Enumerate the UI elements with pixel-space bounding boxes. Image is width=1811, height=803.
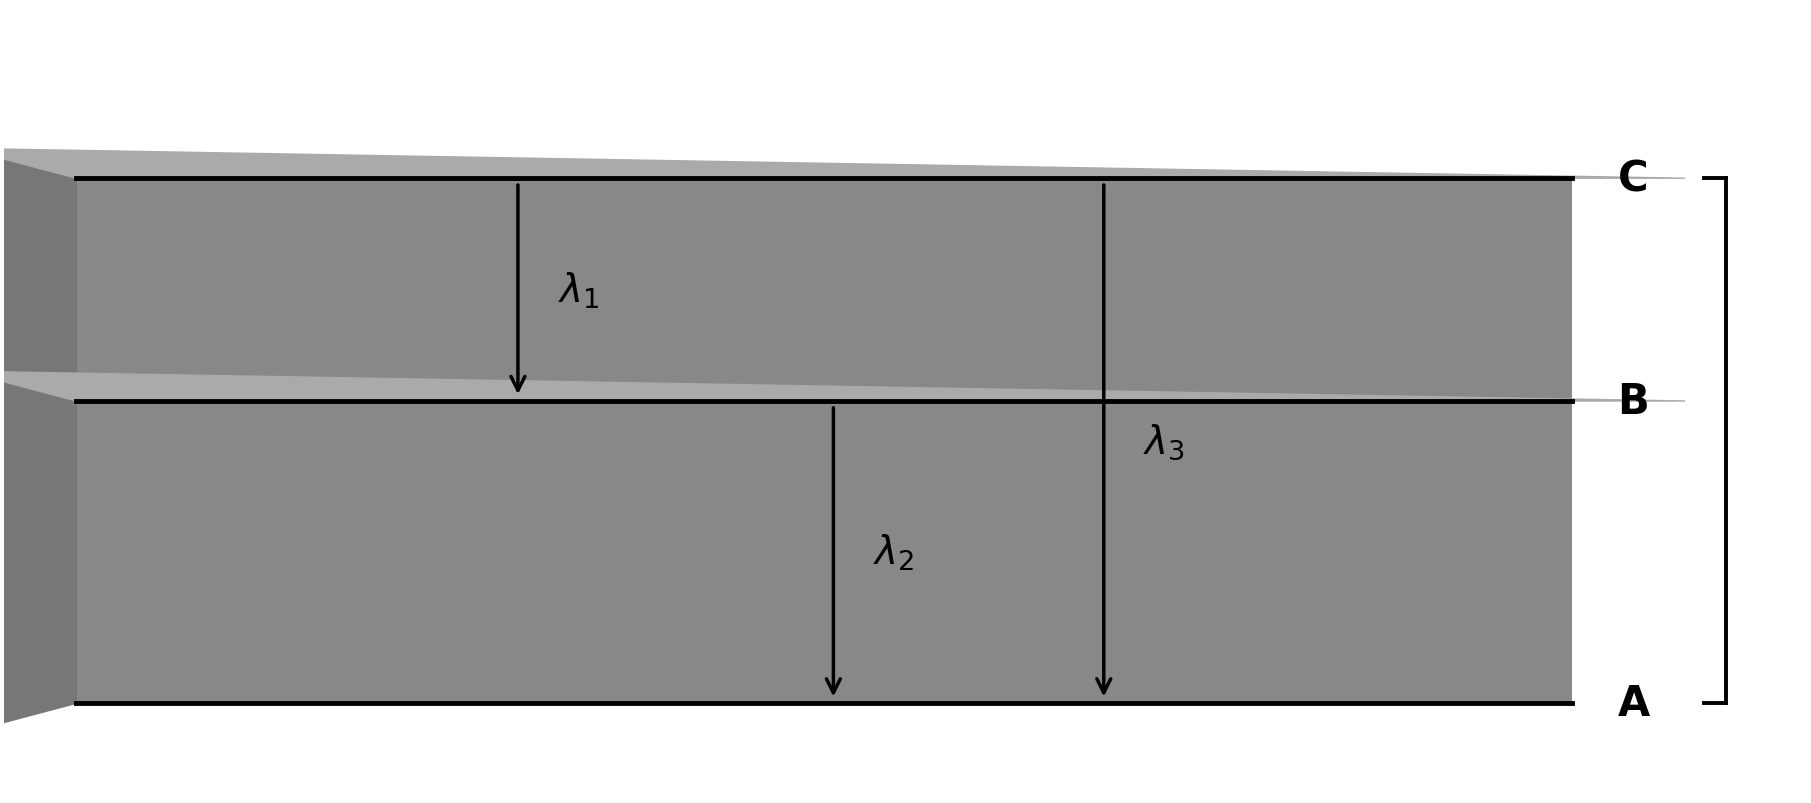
Polygon shape bbox=[0, 149, 76, 431]
FancyBboxPatch shape bbox=[76, 179, 1572, 402]
Text: A: A bbox=[1617, 683, 1650, 724]
Polygon shape bbox=[0, 149, 1686, 179]
Polygon shape bbox=[0, 372, 76, 733]
Text: $\lambda_2$: $\lambda_2$ bbox=[873, 532, 915, 573]
Text: $\lambda_1$: $\lambda_1$ bbox=[558, 270, 599, 311]
Text: B: B bbox=[1617, 381, 1650, 422]
FancyBboxPatch shape bbox=[76, 402, 1572, 703]
Polygon shape bbox=[0, 372, 1686, 402]
Text: C: C bbox=[1617, 158, 1648, 200]
Text: $\lambda_3$: $\lambda_3$ bbox=[1143, 422, 1184, 461]
